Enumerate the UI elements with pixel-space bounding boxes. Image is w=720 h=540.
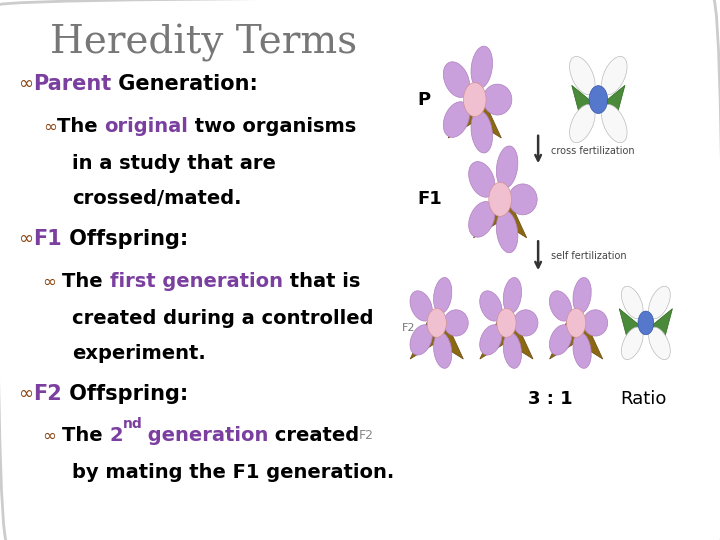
- Ellipse shape: [480, 291, 502, 321]
- Text: 3 : 1: 3 : 1: [528, 390, 573, 408]
- Ellipse shape: [444, 310, 468, 336]
- Text: P: P: [418, 91, 431, 109]
- Ellipse shape: [621, 286, 643, 319]
- Text: original: original: [104, 117, 189, 137]
- Ellipse shape: [513, 310, 538, 336]
- Ellipse shape: [471, 111, 492, 153]
- Text: crossed/mated.: crossed/mated.: [72, 189, 241, 208]
- Text: Ratio: Ratio: [621, 390, 667, 408]
- Text: that is: that is: [283, 272, 360, 292]
- Ellipse shape: [549, 325, 572, 355]
- Polygon shape: [648, 309, 672, 342]
- Ellipse shape: [480, 325, 502, 355]
- Ellipse shape: [549, 291, 572, 321]
- Ellipse shape: [573, 278, 591, 313]
- Ellipse shape: [483, 84, 512, 115]
- Ellipse shape: [496, 146, 518, 188]
- Ellipse shape: [471, 46, 492, 89]
- Ellipse shape: [570, 105, 595, 143]
- Polygon shape: [410, 316, 464, 359]
- Ellipse shape: [649, 286, 670, 319]
- Text: F2: F2: [359, 429, 374, 442]
- Circle shape: [638, 311, 654, 335]
- Ellipse shape: [496, 211, 518, 253]
- Ellipse shape: [621, 327, 643, 360]
- Ellipse shape: [570, 57, 595, 94]
- Ellipse shape: [573, 333, 591, 368]
- Ellipse shape: [469, 201, 495, 237]
- Polygon shape: [600, 85, 625, 119]
- Ellipse shape: [433, 333, 452, 368]
- Circle shape: [464, 83, 486, 117]
- Text: F2: F2: [33, 384, 62, 404]
- Ellipse shape: [444, 102, 469, 137]
- Text: Offspring:: Offspring:: [62, 228, 188, 249]
- Ellipse shape: [503, 333, 521, 368]
- Text: F1: F1: [33, 228, 62, 249]
- Ellipse shape: [508, 184, 537, 215]
- Text: F2: F2: [402, 323, 415, 333]
- Text: nd: nd: [123, 417, 143, 431]
- Text: by mating the F1 generation.: by mating the F1 generation.: [72, 463, 395, 482]
- Text: Parent: Parent: [33, 73, 112, 94]
- Text: Generation:: Generation:: [112, 73, 258, 94]
- Polygon shape: [572, 85, 596, 119]
- Ellipse shape: [602, 57, 627, 94]
- Ellipse shape: [602, 105, 627, 143]
- Text: two organisms: two organisms: [189, 117, 356, 137]
- Polygon shape: [474, 194, 527, 238]
- Polygon shape: [549, 316, 603, 359]
- Text: created during a controlled: created during a controlled: [72, 309, 374, 328]
- Ellipse shape: [583, 310, 608, 336]
- Text: ∞: ∞: [18, 385, 33, 403]
- Text: ∞: ∞: [43, 273, 63, 291]
- Ellipse shape: [410, 325, 432, 355]
- Circle shape: [427, 308, 446, 338]
- Circle shape: [567, 308, 586, 338]
- Text: F1: F1: [418, 191, 443, 208]
- Circle shape: [589, 86, 608, 113]
- Polygon shape: [448, 95, 501, 138]
- Ellipse shape: [444, 62, 469, 97]
- Text: self fertilization: self fertilization: [551, 252, 626, 261]
- Circle shape: [497, 308, 516, 338]
- Text: in a study that are: in a study that are: [72, 154, 276, 173]
- Ellipse shape: [433, 278, 452, 313]
- Polygon shape: [619, 309, 644, 342]
- Text: ∞: ∞: [43, 427, 63, 445]
- Text: Heredity Terms: Heredity Terms: [50, 24, 358, 62]
- Text: experiment.: experiment.: [72, 344, 206, 363]
- Text: The: The: [63, 426, 109, 445]
- Text: ∞: ∞: [18, 75, 33, 93]
- Circle shape: [489, 183, 511, 217]
- Ellipse shape: [649, 327, 670, 360]
- Ellipse shape: [503, 278, 521, 313]
- Text: created: created: [268, 426, 359, 445]
- Text: 2: 2: [109, 426, 123, 445]
- Polygon shape: [480, 316, 533, 359]
- Text: ∞: ∞: [18, 230, 33, 248]
- Ellipse shape: [469, 161, 495, 197]
- Text: The: The: [63, 272, 109, 292]
- Text: The: The: [57, 117, 104, 137]
- Text: generation: generation: [140, 426, 268, 445]
- Text: first generation: first generation: [109, 272, 283, 292]
- Ellipse shape: [410, 291, 432, 321]
- Text: cross fertilization: cross fertilization: [551, 146, 634, 156]
- Text: Offspring:: Offspring:: [62, 384, 188, 404]
- Text: ∞: ∞: [43, 118, 57, 136]
